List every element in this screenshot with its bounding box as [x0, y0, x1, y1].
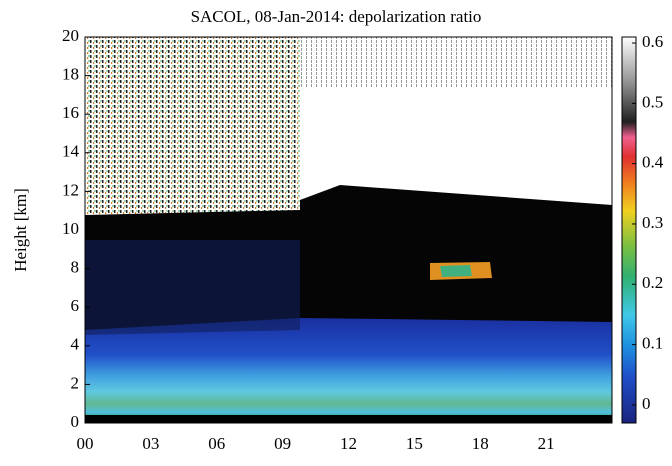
- x-tick-label: 15: [406, 434, 423, 453]
- colorbar-tick-label: 0.5: [642, 92, 663, 111]
- x-tick-label: 09: [274, 434, 291, 453]
- y-tick-label: 8: [71, 258, 80, 277]
- chart-title: SACOL, 08-Jan-2014: depolarization ratio: [191, 7, 482, 26]
- x-tick-label: 06: [208, 434, 225, 453]
- x-tick-label: 00: [77, 434, 94, 453]
- x-tick-label: 03: [142, 434, 159, 453]
- x-tick-label: 18: [472, 434, 489, 453]
- colorbar-tick-label: 0.3: [642, 213, 663, 232]
- y-tick-label: 10: [62, 219, 79, 238]
- y-tick-label: 6: [71, 296, 80, 315]
- x-tick-label: 12: [340, 434, 357, 453]
- colorbar-tick-label: 0.2: [642, 273, 663, 292]
- y-tick-label: 12: [62, 180, 79, 199]
- y-tick-label: 16: [62, 103, 79, 122]
- x-tick-label: 21: [538, 434, 555, 453]
- y-tick-label: 0: [71, 412, 80, 431]
- y-tick-label: 4: [71, 335, 80, 354]
- y-tick-label: 14: [62, 142, 80, 161]
- colorbar-tick-label: 0.4: [642, 153, 664, 172]
- colorbar: [621, 36, 637, 424]
- y-tick-label: 20: [62, 26, 79, 45]
- y-tick-label: 18: [62, 65, 79, 84]
- y-tick-label: 2: [71, 373, 80, 392]
- y-axis-label: Height [km]: [11, 188, 30, 272]
- colorbar-tick-label: 0: [642, 394, 651, 413]
- colorbar-tick-label: 0.1: [642, 334, 663, 353]
- colorbar-tick-label: 0.6: [642, 32, 663, 51]
- heatmap: [85, 37, 612, 423]
